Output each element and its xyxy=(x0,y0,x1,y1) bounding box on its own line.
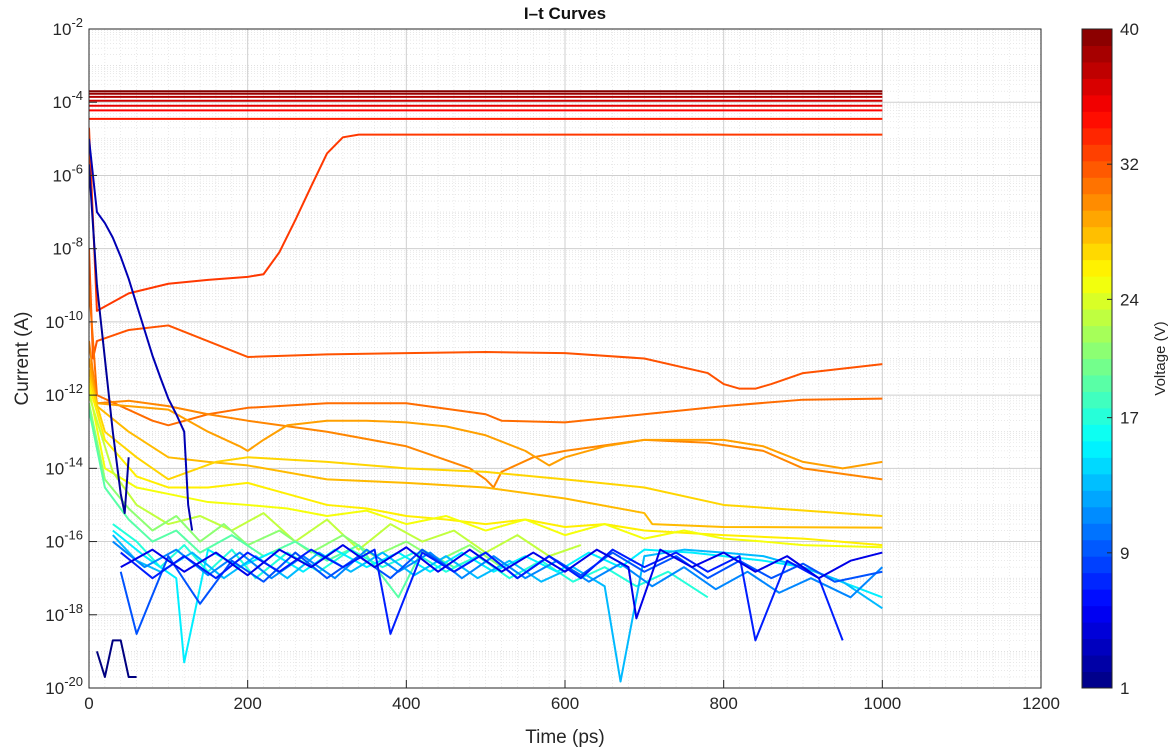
series-line-3v xyxy=(89,138,194,531)
colorbar-segment xyxy=(1082,572,1112,590)
colorbar-segment xyxy=(1082,61,1112,79)
y-tick-label: 10-2 xyxy=(53,15,83,39)
chart-title: I–t Curves xyxy=(524,4,606,23)
y-tick-label: 10-18 xyxy=(45,601,83,625)
x-axis-ticks: 0 200 400 600 800 1000 1200 xyxy=(84,680,1060,713)
series-line-31v xyxy=(89,285,883,427)
series-line-17v xyxy=(112,523,709,599)
series-line-29v xyxy=(89,358,883,470)
y-tick-label: 10-20 xyxy=(45,674,83,698)
series-layer xyxy=(89,90,884,683)
colorbar-segment xyxy=(1082,193,1112,211)
colorbar-tick-label: 17 xyxy=(1120,409,1139,428)
minor-grid xyxy=(89,29,1041,688)
colorbar-segment xyxy=(1082,111,1112,129)
colorbar-tick-label: 40 xyxy=(1120,20,1139,39)
series-line-25v xyxy=(89,388,883,549)
colorbar-segment xyxy=(1082,160,1112,178)
colorbar-segment xyxy=(1082,78,1112,96)
colorbar-segment xyxy=(1082,539,1112,557)
colorbar-segment xyxy=(1082,506,1112,524)
colorbar-segment xyxy=(1082,457,1112,475)
series-line-27v xyxy=(89,377,883,517)
x-tick-label: 1000 xyxy=(863,694,901,713)
x-axis-label: Time (ps) xyxy=(525,727,605,748)
colorbar-segment xyxy=(1082,29,1112,46)
colorbar-tick-label: 1 xyxy=(1120,679,1129,698)
colorbar-segment xyxy=(1082,210,1112,228)
colorbar-frame xyxy=(1081,28,1113,689)
colorbar-segment xyxy=(1082,589,1112,607)
series-line-15v xyxy=(112,529,883,664)
series-line-1v xyxy=(95,639,137,678)
x-tick-label: 0 xyxy=(84,694,93,713)
series-line-5v xyxy=(120,544,883,620)
colorbar-segment xyxy=(1082,94,1112,112)
colorbar-segment xyxy=(1082,259,1112,277)
colorbar-segment xyxy=(1082,440,1112,458)
colorbar-segment xyxy=(1082,473,1112,491)
x-tick-label: 800 xyxy=(709,694,737,713)
colorbar-segment xyxy=(1082,177,1112,195)
colorbar-segment xyxy=(1082,407,1112,425)
series-line-2v xyxy=(89,164,130,515)
colorbar-segment xyxy=(1082,276,1112,294)
x-tick-label: 600 xyxy=(551,694,579,713)
series-line-33v xyxy=(89,127,883,312)
colorbar-segment xyxy=(1082,342,1112,359)
colorbar-segment xyxy=(1082,226,1112,244)
colorbar-segment xyxy=(1082,374,1112,392)
series-line-32v xyxy=(89,248,883,390)
y-tick-label: 10-6 xyxy=(53,161,83,185)
series-line-26v xyxy=(89,383,883,547)
colorbar-segment xyxy=(1082,490,1112,508)
colorbar-segment xyxy=(1082,523,1112,541)
colorbar-segment xyxy=(1082,309,1112,327)
colorbar-segment xyxy=(1082,243,1112,261)
y-tick-label: 10-14 xyxy=(45,454,83,478)
plot-area xyxy=(88,28,1042,689)
y-tick-label: 10-4 xyxy=(53,88,83,112)
y-axis-ticks: 10-20 10-18 10-16 10-14 10-12 10-10 10-8 10-6 10… xyxy=(45,15,97,698)
colorbar-segment xyxy=(1082,671,1112,689)
colorbar-tick-label: 9 xyxy=(1120,544,1129,563)
colorbar-segment xyxy=(1082,556,1112,574)
x-tick-label: 400 xyxy=(392,694,420,713)
colorbar xyxy=(1081,28,1113,689)
colorbar-segment xyxy=(1082,292,1112,310)
series-line-28v xyxy=(89,369,883,529)
colorbar-tick-label: 24 xyxy=(1120,290,1139,309)
colorbar-segment xyxy=(1082,127,1112,145)
colorbar-segment xyxy=(1082,638,1112,656)
colorbar-ticks: 1 9 17 24 32 40 xyxy=(1107,20,1139,698)
y-tick-label: 10-8 xyxy=(53,235,83,259)
y-tick-label: 10-16 xyxy=(45,528,83,552)
colorbar-segment xyxy=(1082,391,1112,409)
x-tick-label: 1200 xyxy=(1022,694,1060,713)
series-line-23v xyxy=(89,394,582,558)
x-tick-label: 200 xyxy=(233,694,261,713)
colorbar-segment xyxy=(1082,622,1112,640)
y-tick-label: 10-10 xyxy=(45,308,83,332)
colorbar-segment xyxy=(1082,358,1112,376)
series-line-7v xyxy=(120,548,844,642)
colorbar-segment xyxy=(1082,325,1112,343)
colorbar-label: Voltage (V) xyxy=(1152,321,1169,395)
series-line-30v xyxy=(89,340,883,489)
colorbar-segment xyxy=(1082,144,1112,162)
colorbar-segment xyxy=(1082,424,1112,442)
colorbar-segment xyxy=(1082,605,1112,623)
series-line-11v xyxy=(112,540,884,599)
colorbar-segment xyxy=(1082,45,1112,63)
y-tick-label: 10-12 xyxy=(45,381,83,405)
y-axis-label: Current (A) xyxy=(12,312,33,406)
colorbar-segment xyxy=(1082,655,1112,673)
colorbar-tick-label: 32 xyxy=(1120,155,1139,174)
